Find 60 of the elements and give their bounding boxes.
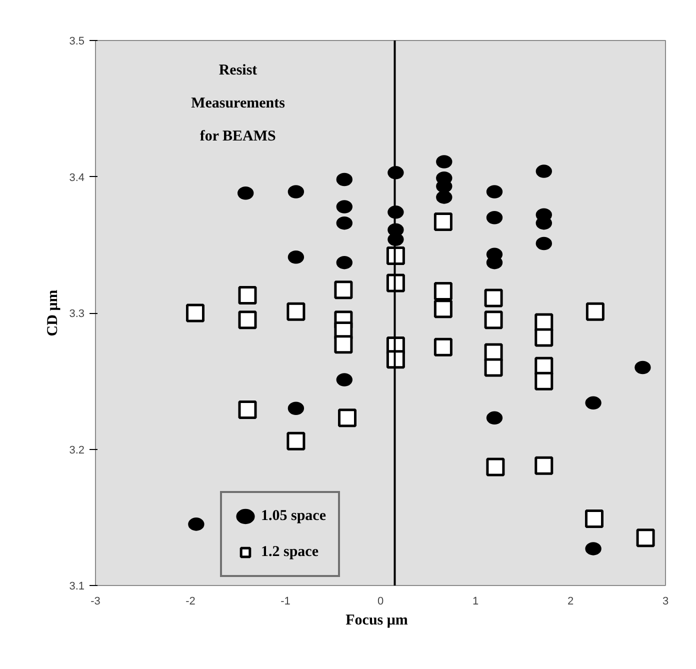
x-tick-label: -1 bbox=[280, 596, 290, 608]
point bbox=[334, 280, 353, 300]
x-tick-label: -2 bbox=[186, 596, 196, 608]
point bbox=[434, 282, 452, 300]
legend-label: 1.2 space bbox=[261, 544, 318, 560]
y-tick-label: 3.1 bbox=[69, 580, 85, 592]
text: Resist Measurements for BEAMS bbox=[191, 62, 286, 144]
point bbox=[238, 186, 254, 200]
legend-label: 1.05 space bbox=[261, 508, 326, 524]
point bbox=[486, 458, 505, 476]
point bbox=[484, 358, 503, 377]
point bbox=[336, 172, 352, 186]
y-tick-label: 3.3 bbox=[69, 308, 85, 320]
point bbox=[336, 216, 352, 230]
point bbox=[484, 288, 503, 308]
x-axis-title: Focus μm bbox=[346, 612, 408, 628]
point bbox=[486, 185, 503, 198]
point bbox=[238, 310, 257, 330]
point bbox=[534, 372, 554, 390]
point bbox=[288, 402, 304, 415]
point bbox=[585, 542, 602, 556]
point bbox=[286, 432, 306, 450]
point bbox=[238, 400, 257, 419]
x-tick-label: 0 bbox=[377, 596, 384, 608]
point bbox=[484, 310, 503, 330]
x-tick-label: -3 bbox=[90, 596, 100, 608]
point bbox=[585, 396, 602, 410]
y-tick-label: 3.4 bbox=[69, 172, 85, 184]
point bbox=[186, 304, 204, 322]
point bbox=[434, 338, 452, 356]
point bbox=[434, 212, 452, 231]
x-tick-label: 3 bbox=[662, 596, 669, 608]
point bbox=[586, 302, 604, 321]
point bbox=[288, 185, 304, 198]
point bbox=[636, 528, 655, 548]
y-axis-title: CD μm bbox=[45, 289, 62, 336]
point bbox=[536, 164, 552, 178]
point bbox=[486, 411, 503, 425]
point bbox=[334, 335, 353, 354]
point bbox=[336, 373, 352, 386]
point bbox=[486, 211, 503, 224]
point bbox=[534, 456, 554, 475]
point bbox=[288, 250, 304, 264]
y-tick-label: 3.5 bbox=[69, 36, 85, 48]
point bbox=[434, 300, 452, 318]
point bbox=[536, 236, 552, 250]
point bbox=[338, 408, 356, 428]
point bbox=[436, 155, 452, 168]
y-tick-label: 3.2 bbox=[69, 444, 85, 456]
x-tick-label: 2 bbox=[567, 596, 574, 608]
point bbox=[436, 190, 452, 204]
point bbox=[286, 302, 306, 321]
point bbox=[534, 328, 554, 347]
point bbox=[634, 360, 651, 374]
point bbox=[336, 200, 352, 214]
x-tick-label: 1 bbox=[472, 596, 479, 608]
point bbox=[336, 256, 352, 270]
point bbox=[188, 518, 204, 531]
point bbox=[238, 286, 257, 305]
point bbox=[585, 509, 604, 528]
